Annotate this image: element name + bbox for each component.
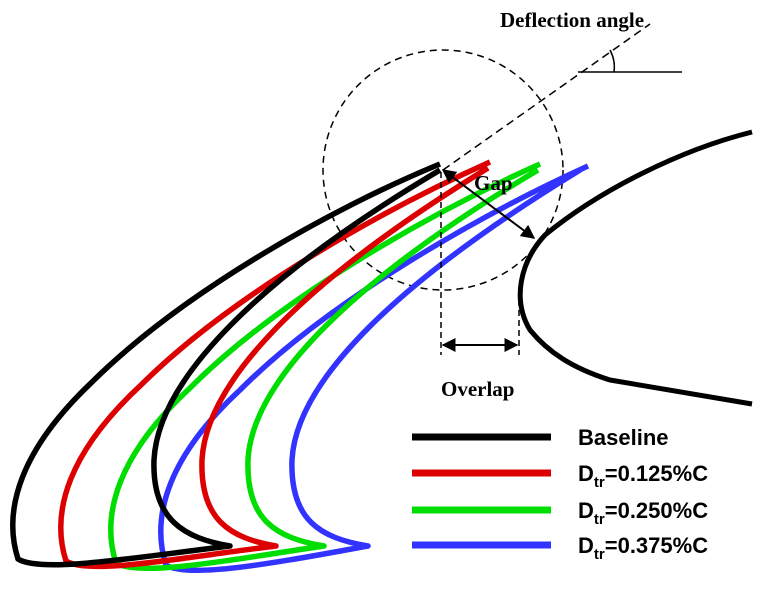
legend-label-main: Baseline <box>578 425 669 450</box>
legend-entry-dtr-0125: Dtr=0.125%C <box>412 461 708 491</box>
legend-label-main: D <box>578 498 594 523</box>
legend-label: Dtr=0.375%C <box>578 533 708 563</box>
legend-entry-dtr-0375: Dtr=0.375%C <box>412 533 708 563</box>
gap-arrow <box>441 169 536 239</box>
legend-label: Baseline <box>578 425 669 450</box>
legend-label-main: D <box>578 533 594 558</box>
deflection-angle-arc <box>609 49 616 73</box>
legend-label-sub: tr <box>594 511 605 528</box>
legend-entry-dtr-0250: Dtr=0.250%C <box>412 498 708 528</box>
legend-label-sub: tr <box>594 474 605 491</box>
legend-label: Dtr=0.250%C <box>578 498 708 528</box>
legend-label-main: D <box>578 461 594 486</box>
legend-label-rest: =0.125%C <box>605 461 708 486</box>
legend-label: Dtr=0.125%C <box>578 461 708 491</box>
dashed-region-circle <box>322 49 564 291</box>
deflection-angle-label: Deflection angle <box>500 8 644 32</box>
slat-profile-baseline <box>10 161 442 568</box>
main-element-profile <box>517 129 753 407</box>
slat-profile-dtr-0375 <box>158 163 590 574</box>
overlap-label: Overlap <box>441 377 515 401</box>
legend-label-rest: =0.250%C <box>605 498 708 523</box>
slat-profile-dtr-0125 <box>58 159 492 570</box>
chord-extension-dashed-line <box>442 23 651 171</box>
legend-label-rest: =0.375%C <box>605 533 708 558</box>
slat-profile-dtr-0250 <box>108 161 542 572</box>
legend-entry-baseline: Baseline <box>412 425 669 450</box>
legend: Baseline Dtr=0.125%C Dtr=0.250%C Dtr=0.3… <box>412 425 708 563</box>
legend-label-sub: tr <box>594 546 605 563</box>
gap-label: Gap <box>474 171 513 195</box>
